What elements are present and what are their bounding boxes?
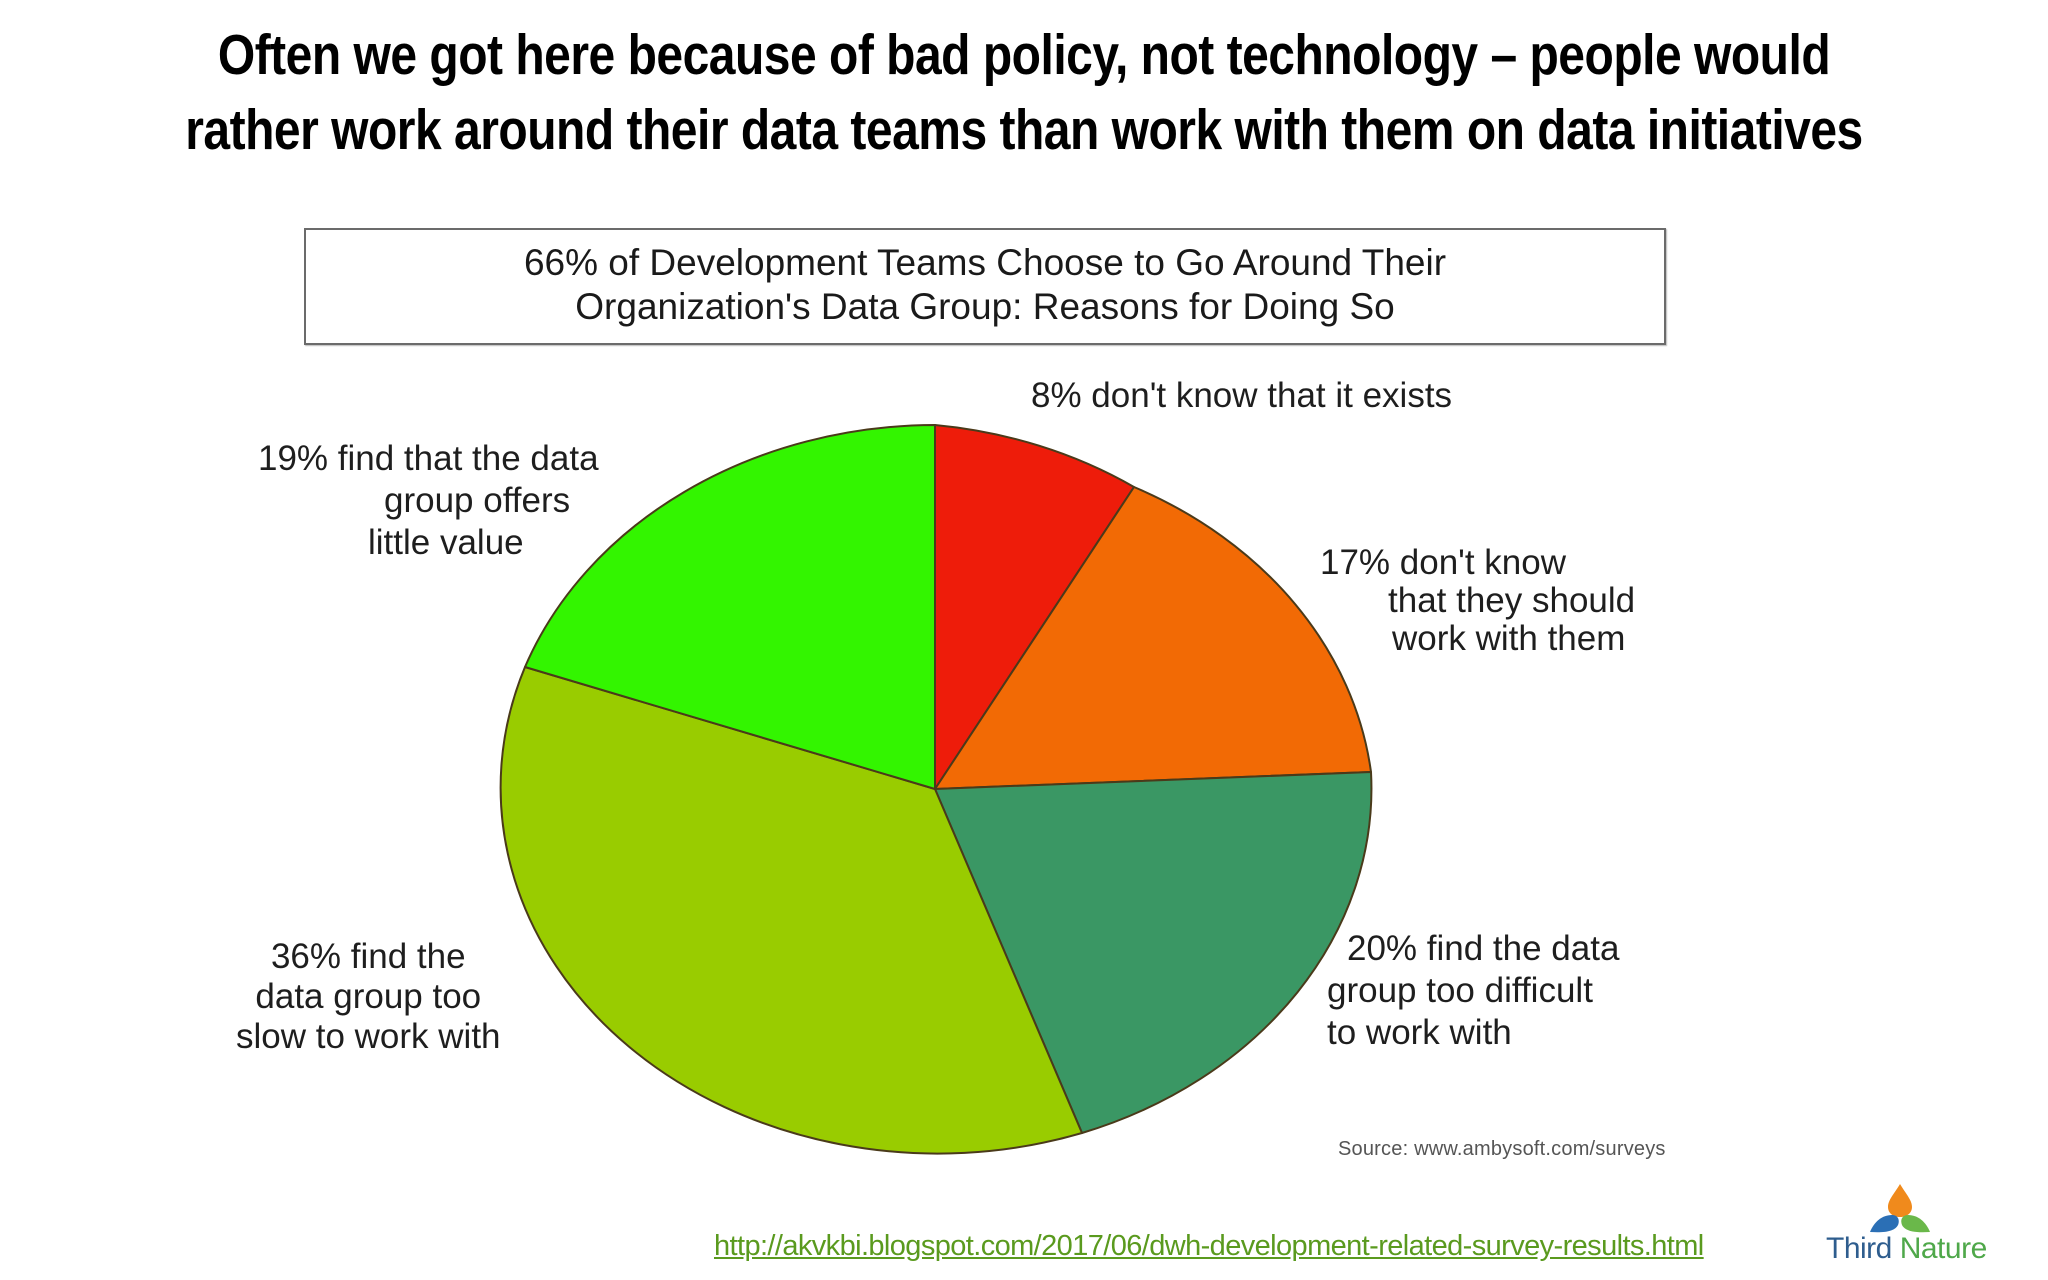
label-line: 17% don't know [1320, 543, 1567, 582]
source-link[interactable]: http://akvkbi.blogspot.com/2017/06/dwh-d… [714, 1230, 1704, 1262]
label-line: that they should [1388, 581, 1636, 620]
pie-slice-dont-know-should [934, 486, 1372, 790]
label-line: slow to work with [236, 1017, 501, 1056]
label-19-percent: 19% find that the data group offers litt… [258, 438, 599, 564]
slide-title: Often we got here because of bad policy,… [0, 18, 2048, 168]
pie-slice-too-slow [499, 666, 1083, 1155]
pie-slice-little-value [524, 424, 936, 790]
label-line: 19% find that the data [258, 439, 599, 478]
logo-text: Third Nature [1826, 1232, 1987, 1266]
label-36-percent: 36% find the data group too slow to work… [236, 937, 501, 1057]
label-20-percent: 20% find the data group too difficult to… [1327, 928, 1619, 1054]
label-line: group too difficult [1327, 971, 1593, 1010]
label-line: 8% don't know that it exists [1031, 376, 1453, 415]
label-line: 20% find the data [1347, 929, 1620, 968]
label-line: work with them [1392, 619, 1626, 658]
chart-title-box: 66% of Development Teams Choose to Go Ar… [304, 228, 1666, 345]
label-line: to work with [1327, 1013, 1512, 1052]
pie-slice-dont-know-exists [934, 424, 1135, 790]
label-line: little value [368, 523, 524, 562]
third-nature-logo: Third Nature [1820, 1182, 2030, 1274]
label-line: group offers [384, 481, 571, 520]
label-line: 36% find the [270, 937, 466, 976]
label-8-percent: 8% don't know that it exists [1031, 377, 1452, 415]
slide-title-line-1: Often we got here because of bad policy,… [217, 24, 1831, 87]
chart-title-line-1: 66% of Development Teams Choose to Go Ar… [523, 242, 1447, 283]
label-line: data group too [255, 977, 482, 1016]
label-17-percent: 17% don't know that they should work wit… [1320, 544, 1635, 658]
chart-source-note: Source: www.ambysoft.com/surveys [1338, 1138, 1666, 1160]
logo-drops-icon [1870, 1184, 1930, 1233]
logo-word-nature: Nature [1899, 1232, 1988, 1265]
chart-title-line-2: Organization's Data Group: Reasons for D… [575, 286, 1395, 327]
slide-title-line-2: rather work around their data teams than… [185, 99, 1863, 162]
logo-word-third: Third [1826, 1232, 1892, 1265]
